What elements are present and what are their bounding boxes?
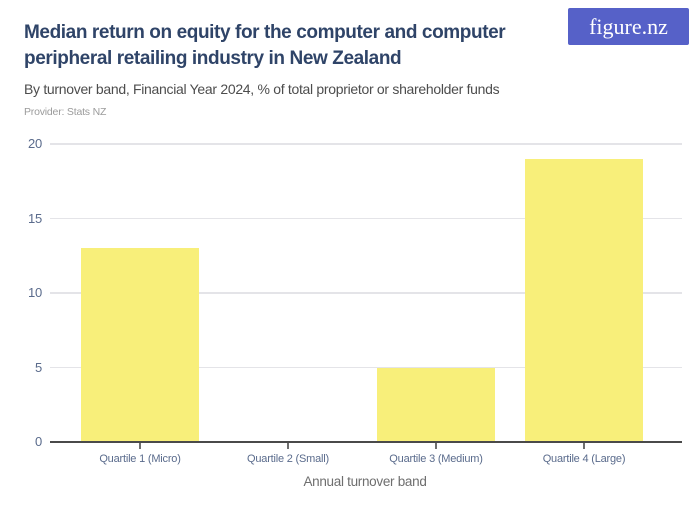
chart-subtitle: By turnover band, Financial Year 2024, %…: [24, 81, 500, 97]
x-tick-label-2: Quartile 2 (Small): [247, 453, 329, 465]
gridline-20: [50, 143, 682, 145]
x-axis-title: Annual turnover band: [303, 474, 427, 489]
provider-label: Provider: Stats NZ: [24, 106, 107, 118]
x-tick-mark-1: [139, 443, 141, 449]
y-tick-label-10: 10: [27, 285, 42, 300]
bar-quartile-1-micro: [81, 248, 199, 442]
gridline-5: [50, 366, 682, 369]
y-tick-label-20: 20: [27, 136, 42, 151]
chart-title: Median return on equity for the computer…: [24, 20, 564, 72]
x-tick-label-3: Quartile 3 (Medium): [389, 453, 483, 465]
chart-title-line2: peripheral retailing industry in New Zea…: [24, 48, 402, 69]
figure-nz-logo[interactable]: figure.nz: [568, 8, 689, 45]
x-tick-mark-3: [435, 443, 437, 449]
y-tick-label-0: 0: [34, 434, 42, 449]
x-tick-mark-2: [287, 443, 289, 449]
y-tick-label-15: 15: [27, 210, 42, 226]
bar-quartile-4-large: [525, 158, 643, 442]
gridline-15: [50, 217, 682, 220]
x-tick-label-4: Quartile 4 (Large): [542, 453, 626, 465]
gridline-10: [50, 292, 682, 294]
x-tick-label-1: Quartile 1 (Micro): [99, 453, 181, 465]
y-tick-label-5: 5: [34, 359, 42, 375]
bar-quartile-3-medium: [377, 367, 495, 442]
chart-title-line1: Median return on equity for the computer…: [24, 22, 506, 43]
x-tick-mark-4: [583, 443, 585, 449]
x-axis-line: [50, 441, 682, 443]
